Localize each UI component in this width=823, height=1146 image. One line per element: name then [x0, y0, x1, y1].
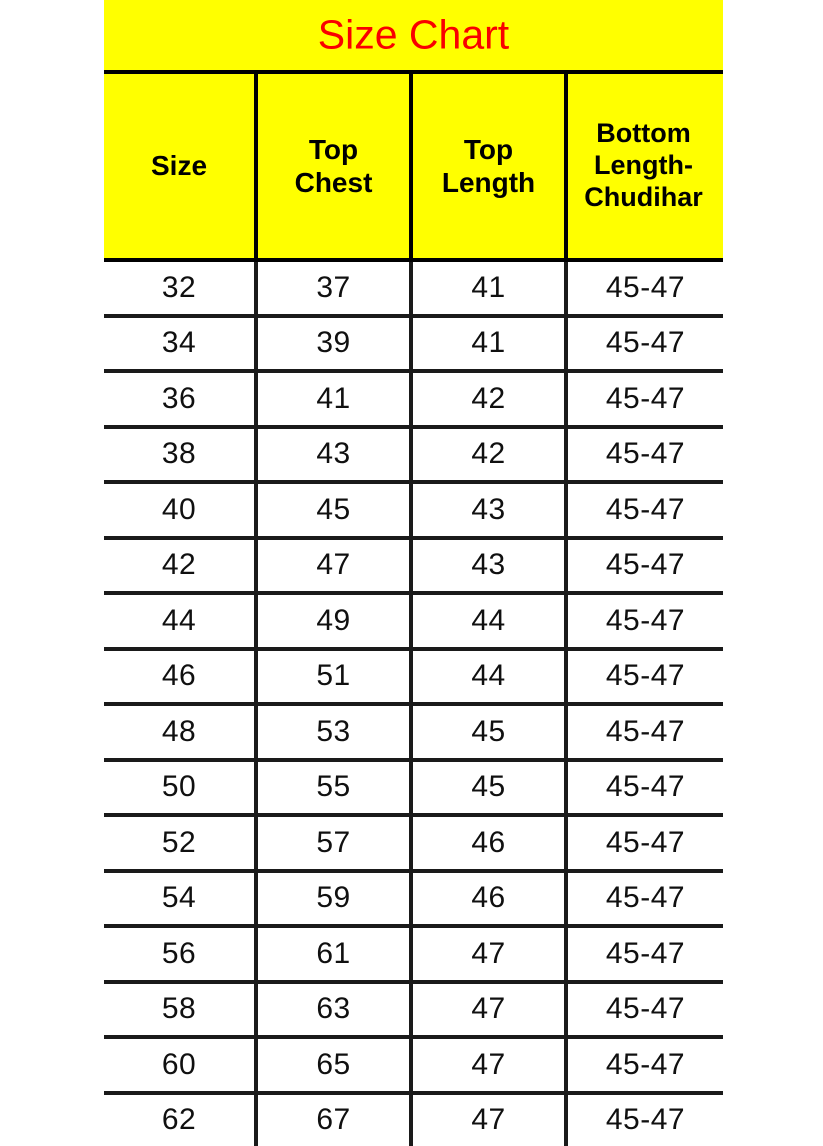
cell-size: 58 — [104, 984, 254, 1036]
cell-top-length: 46 — [409, 817, 564, 869]
cell-top-length: 45 — [409, 762, 564, 814]
cell-top-length: 47 — [409, 928, 564, 980]
cell-bottom-length-chudihar: 45-47 — [564, 928, 723, 980]
chart-title-band: Size Chart — [104, 0, 723, 70]
cell-size: 50 — [104, 762, 254, 814]
cell-top-chest: 55 — [254, 762, 409, 814]
cell-bottom-length-chudihar: 45-47 — [564, 1095, 723, 1146]
cell-size: 48 — [104, 706, 254, 758]
column-header-top-chest: Top Chest — [254, 74, 409, 258]
cell-size: 44 — [104, 595, 254, 647]
cell-top-length: 47 — [409, 1095, 564, 1146]
column-header-top-length-label: Top Length — [442, 133, 535, 199]
cell-top-chest: 67 — [254, 1095, 409, 1146]
cell-size: 42 — [104, 540, 254, 592]
cell-size: 54 — [104, 873, 254, 925]
cell-top-chest: 61 — [254, 928, 409, 980]
cell-size: 38 — [104, 429, 254, 481]
cell-top-chest: 65 — [254, 1039, 409, 1091]
column-header-top-chest-label: Top Chest — [295, 133, 373, 199]
cell-top-chest: 39 — [254, 318, 409, 370]
cell-top-chest: 47 — [254, 540, 409, 592]
cell-top-chest: 59 — [254, 873, 409, 925]
cell-bottom-length-chudihar: 45-47 — [564, 706, 723, 758]
cell-size: 46 — [104, 651, 254, 703]
column-header-bottom-length-chudihar: Bottom Length- Chudihar — [564, 74, 723, 258]
cell-top-length: 46 — [409, 873, 564, 925]
cell-bottom-length-chudihar: 45-47 — [564, 873, 723, 925]
cell-bottom-length-chudihar: 45-47 — [564, 318, 723, 370]
cell-bottom-length-chudihar: 45-47 — [564, 540, 723, 592]
cell-top-chest: 51 — [254, 651, 409, 703]
cell-bottom-length-chudihar: 45-47 — [564, 762, 723, 814]
cell-size: 40 — [104, 484, 254, 536]
cell-top-chest: 63 — [254, 984, 409, 1036]
column-header-size-label: Size — [151, 149, 207, 182]
cell-bottom-length-chudihar: 45-47 — [564, 595, 723, 647]
cell-bottom-length-chudihar: 45-47 — [564, 429, 723, 481]
cell-top-chest: 53 — [254, 706, 409, 758]
size-chart-table: Size Chart Size Top Chest Top Length Bot… — [104, 0, 723, 1132]
page-title: Size Chart — [104, 15, 723, 56]
cell-top-chest: 49 — [254, 595, 409, 647]
cell-bottom-length-chudihar: 45-47 — [564, 373, 723, 425]
cell-bottom-length-chudihar: 45-47 — [564, 984, 723, 1036]
cell-bottom-length-chudihar: 45-47 — [564, 484, 723, 536]
cell-top-chest: 41 — [254, 373, 409, 425]
cell-bottom-length-chudihar: 45-47 — [564, 651, 723, 703]
cell-bottom-length-chudihar: 45-47 — [564, 817, 723, 869]
cell-top-length: 43 — [409, 540, 564, 592]
cell-top-length: 42 — [409, 429, 564, 481]
cell-top-chest: 57 — [254, 817, 409, 869]
cell-size: 56 — [104, 928, 254, 980]
cell-size: 34 — [104, 318, 254, 370]
cell-top-chest: 43 — [254, 429, 409, 481]
column-header-top-length: Top Length — [409, 74, 564, 258]
cell-size: 62 — [104, 1095, 254, 1146]
cell-top-length: 47 — [409, 984, 564, 1036]
cell-size: 60 — [104, 1039, 254, 1091]
cell-top-chest: 45 — [254, 484, 409, 536]
cell-top-length: 43 — [409, 484, 564, 536]
column-header-size: Size — [104, 74, 254, 258]
cell-top-length: 41 — [409, 262, 564, 314]
cell-bottom-length-chudihar: 45-47 — [564, 262, 723, 314]
table-header-row: Size Top Chest Top Length Bottom Length-… — [104, 70, 723, 258]
cell-size: 52 — [104, 817, 254, 869]
cell-bottom-length-chudihar: 45-47 — [564, 1039, 723, 1091]
cell-size: 32 — [104, 262, 254, 314]
cell-top-length: 47 — [409, 1039, 564, 1091]
cell-size: 36 — [104, 373, 254, 425]
cell-top-length: 44 — [409, 651, 564, 703]
column-header-bottom-length-chudihar-label: Bottom Length- Chudihar — [564, 118, 723, 214]
cell-top-length: 45 — [409, 706, 564, 758]
cell-top-chest: 37 — [254, 262, 409, 314]
cell-top-length: 44 — [409, 595, 564, 647]
cell-top-length: 42 — [409, 373, 564, 425]
cell-top-length: 41 — [409, 318, 564, 370]
